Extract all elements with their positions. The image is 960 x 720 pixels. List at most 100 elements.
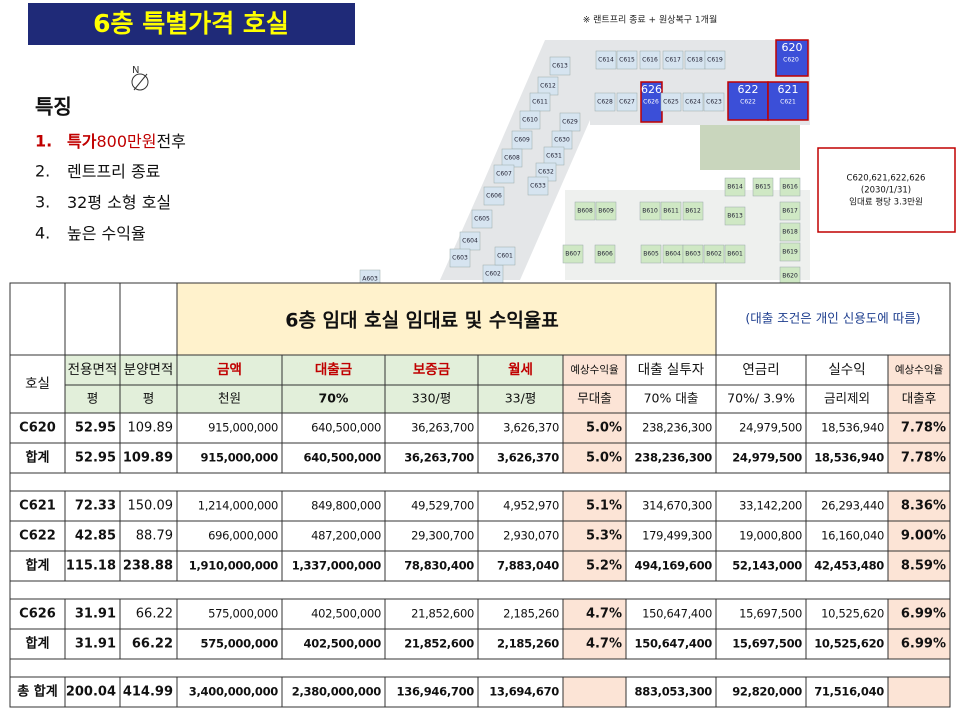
unit-label: B614 xyxy=(727,184,743,191)
unit-label: C604 xyxy=(462,238,478,245)
gap-row xyxy=(9,658,951,678)
table-cell: 494,169,600 xyxy=(635,559,713,573)
item-number: 4. xyxy=(35,224,50,243)
column-header: 전용면적 xyxy=(68,362,118,378)
table-cell: 402,500,000 xyxy=(304,637,382,651)
cell xyxy=(64,628,121,660)
cell xyxy=(119,550,178,582)
unit xyxy=(639,50,661,70)
column-subheader: 평 xyxy=(143,391,155,406)
cell xyxy=(119,676,178,708)
table-cell: 136,946,700 xyxy=(397,685,475,699)
unit xyxy=(682,244,704,264)
cell xyxy=(281,628,386,660)
table-cell: 15,697,500 xyxy=(732,637,802,651)
cell xyxy=(9,442,66,474)
table-cell: 5.2% xyxy=(586,559,622,574)
info-line: 임대료 평당 3.3만원 xyxy=(849,197,923,208)
table-cell: 66.22 xyxy=(136,607,173,622)
unit-label: C623 xyxy=(706,99,722,106)
table-cell: 849,800,000 xyxy=(311,499,381,513)
table-cell: 575,000,000 xyxy=(201,637,279,651)
cell xyxy=(176,354,283,386)
cell xyxy=(625,412,717,444)
item-text: 특가800만원전후 xyxy=(67,132,186,151)
cell xyxy=(281,490,386,522)
cell xyxy=(715,384,807,414)
column-header: 보증금 xyxy=(413,362,451,378)
cell xyxy=(625,676,717,708)
unit xyxy=(724,177,746,197)
cell xyxy=(715,354,807,386)
item-text: 32평 소형 호실 xyxy=(67,193,171,212)
cell xyxy=(715,490,807,522)
table-note: (대출 조건은 개인 신용도에 따름) xyxy=(745,311,920,326)
unit xyxy=(724,206,746,226)
unit-label: C614 xyxy=(598,57,614,64)
unit-label: C628 xyxy=(597,99,613,106)
table-cell: 78,830,400 xyxy=(404,559,474,573)
cell xyxy=(64,676,121,708)
info-box xyxy=(817,147,956,233)
cell xyxy=(887,354,951,386)
unit xyxy=(752,177,774,197)
table-cell: 92,820,000 xyxy=(732,685,802,699)
cell xyxy=(715,676,807,708)
table-cell: 4,952,970 xyxy=(503,499,559,513)
item-part: 32평 소형 호실 xyxy=(67,193,171,212)
cell xyxy=(281,354,386,386)
table-cell: 10,525,620 xyxy=(821,607,884,621)
unit-label: C602 xyxy=(485,271,501,278)
unit xyxy=(779,222,801,242)
unit xyxy=(493,164,515,184)
column-header: 호실 xyxy=(25,376,50,392)
table-cell: 109.89 xyxy=(123,451,173,466)
info-line: (2030/1/31) xyxy=(861,186,911,196)
unit xyxy=(594,244,616,264)
unit-label: C620 xyxy=(783,57,799,64)
table-cell: 18,536,940 xyxy=(821,421,884,435)
unit xyxy=(703,92,725,112)
column-subheader: 무대출 xyxy=(577,391,612,406)
cell xyxy=(176,550,283,582)
table-cell: 26,293,440 xyxy=(821,499,884,513)
table-cell: 13,694,670 xyxy=(489,685,559,699)
unit-label: B612 xyxy=(685,208,701,215)
column-header: 실수익 xyxy=(828,362,865,378)
table-cell: 3,626,370 xyxy=(497,451,559,465)
unit-label: B619 xyxy=(782,249,798,256)
unit-label: B608 xyxy=(577,208,593,215)
item-number: 3. xyxy=(35,193,50,212)
table-cell: 총 합계 xyxy=(17,684,57,700)
unit-label: C606 xyxy=(486,193,502,200)
cell xyxy=(887,442,951,474)
unit xyxy=(483,186,505,206)
cell xyxy=(119,282,178,356)
cell xyxy=(384,354,479,386)
cell xyxy=(477,490,564,522)
column-header: 금액 xyxy=(217,361,242,378)
cell xyxy=(562,628,627,660)
unit-label: C607 xyxy=(496,171,512,178)
table-cell: 696,000,000 xyxy=(208,529,278,543)
cell xyxy=(887,628,951,660)
column-subheader: 70%/ 3.9% xyxy=(727,391,795,406)
column-subheader: 금리제외 xyxy=(824,391,870,406)
table-cell: 52.95 xyxy=(75,451,116,466)
cell xyxy=(477,676,564,708)
unit-label: C630 xyxy=(554,137,570,144)
unit xyxy=(595,50,617,70)
cell xyxy=(477,550,564,582)
cell xyxy=(887,676,951,708)
table-cell: 88.79 xyxy=(136,529,173,544)
table-cell: 29,300,700 xyxy=(411,529,474,543)
cell xyxy=(625,598,717,630)
cell xyxy=(9,520,66,552)
cell xyxy=(9,490,66,522)
cell xyxy=(384,412,479,444)
table-cell: 15,697,500 xyxy=(739,607,802,621)
cell xyxy=(715,550,807,582)
column-header: 예상수익율 xyxy=(570,363,619,376)
unit-label: B606 xyxy=(597,251,613,258)
